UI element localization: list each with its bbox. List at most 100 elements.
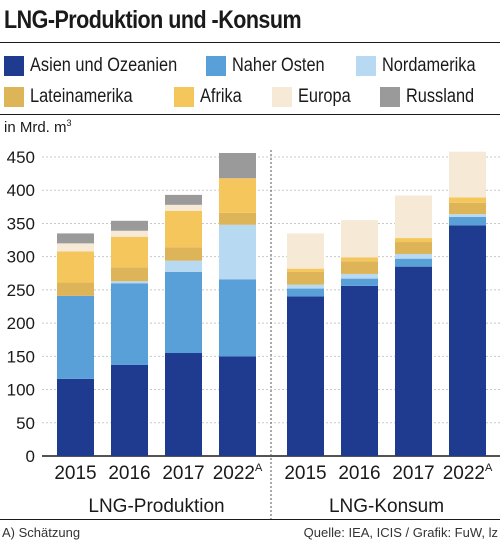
y-tick-label-300: 300 [7,248,35,267]
legend-swatch-russland [380,87,400,107]
y-tick-label-350: 350 [7,214,35,233]
legend-item-russland: Russland [380,84,485,110]
y-tick-label-150: 150 [7,347,35,366]
bar-g1-2016-s3 [341,261,378,274]
group-label-0: LNG-Produktion [88,496,224,517]
bar-g1-2016-s2 [341,273,378,279]
bar-g1-2017-s2 [395,254,432,259]
legend-item-afrika: Afrika [174,84,249,110]
bar-g1-2016-s5 [341,220,378,258]
y-tick-label-200: 200 [7,314,35,333]
chart-title: LNG-Produktion und -Konsum [4,6,302,34]
bar-g1-2017-s0 [395,266,432,456]
x-tick-sup-g1-3: A [485,462,493,474]
legend-item-nordamerika: Nordamerika [356,53,491,79]
bar-g0-2016-s3 [111,267,148,282]
x-tick-label-g1-0: 2015 [284,463,326,484]
title-rule [0,42,500,43]
bar-g0-2022-s1 [219,279,256,357]
bar-g1-2016-s1 [341,278,378,286]
bar-g0-2022-s6 [219,153,256,179]
bar-g1-2017-s4 [395,238,432,243]
legend-label-asien: Asien und Ozeanien [30,55,178,76]
bar-g0-2015-s5 [57,243,94,252]
legend-swatch-nordamerika [356,56,376,76]
x-tick-sup-g0-3: A [255,462,263,474]
x-tick-label-g0-0: 2015 [54,463,96,484]
bar-g1-2022-s2 [449,214,486,217]
bar-g0-2017-s0 [165,353,202,456]
bar-g0-2016-s2 [111,281,148,284]
legend-label-europa: Europa [298,86,351,107]
bar-g1-2015-s0 [287,296,324,456]
bar-g1-2015-s1 [287,288,324,297]
y-tick-label-450: 450 [7,148,35,167]
bar-g0-2022-s0 [219,356,256,456]
legend-item-naher-osten: Naher Osten [206,53,340,79]
bar-g0-2017-s3 [165,247,202,261]
unit-label-sup: 3 [66,118,72,128]
bar-g1-2022-s3 [449,202,486,215]
legend-label-lateinamerika: Lateinamerika [30,86,133,107]
bar-g1-2016-s0 [341,285,378,456]
bar-g0-2017-s2 [165,260,202,272]
bar-g1-2015-s4 [287,268,324,272]
y-tick-label-50: 50 [16,414,35,433]
legend-label-russland: Russland [406,86,475,107]
footnote: A) Schätzung [2,525,81,540]
legend-rule [0,114,500,115]
bar-g1-2022-s5 [449,151,486,198]
bar-g0-2022-s2 [219,224,256,280]
bar-g1-2017-s1 [395,258,432,267]
x-tick-label-g1-3: 2022A [443,462,493,484]
bar-g1-2015-s5 [287,233,324,269]
legend-item-asien: Asien und Ozeanien [4,53,201,79]
source-credit: Quelle: IEA, ICIS / Grafik: FuW, lz [303,525,498,540]
bar-g1-2017-s5 [395,195,432,239]
bar-g0-2016-s4 [111,236,148,268]
unit-label-text: in Mrd. m [4,119,67,136]
legend-label-afrika: Afrika [200,86,242,107]
x-tick-label-g0-1: 2016 [108,463,150,484]
y-tick-label-100: 100 [7,381,35,400]
x-tick-label-g1-1: 2016 [338,463,380,484]
legend-swatch-afrika [174,87,194,107]
bar-g1-2022-s0 [449,225,486,456]
bar-g0-2016-s1 [111,283,148,365]
bar-g0-2022-s4 [219,178,256,213]
bar-g1-2016-s4 [341,257,378,262]
bar-g0-2017-s5 [165,204,202,211]
legend-swatch-lateinamerika [4,87,24,107]
x-tick-label-g0-2: 2017 [162,463,204,484]
group-label-1: LNG-Konsum [329,496,444,517]
bar-g0-2017-s1 [165,271,202,354]
unit-label: in Mrd. m3 [4,118,72,136]
legend-swatch-europa [272,87,292,107]
legend-item-lateinamerika: Lateinamerika [4,84,149,110]
bar-g0-2016-s5 [111,230,148,237]
legend-item-europa: Europa [272,84,359,110]
legend-label-naher-osten: Naher Osten [232,55,325,76]
bar-g0-2015-s3 [57,282,94,296]
bar-g1-2022-s1 [449,216,486,226]
bar-g0-2016-s6 [111,220,148,231]
legend-label-nordamerika: Nordamerika [382,55,476,76]
x-tick-label-g0-3: 2022A [213,462,263,484]
legend-swatch-asien [4,56,24,76]
bar-g0-2015-s4 [57,251,94,283]
footer-rule [0,519,500,520]
bar-g1-2022-s4 [449,197,486,203]
y-tick-label-250: 250 [7,281,35,300]
bar-g1-2015-s2 [287,284,324,289]
bar-g0-2017-s6 [165,194,202,205]
bar-g0-2015-s6 [57,233,94,244]
x-tick-label-g1-2: 2017 [392,463,434,484]
y-tick-label-400: 400 [7,181,35,200]
bar-g0-2015-s0 [57,378,94,456]
bar-g0-2015-s1 [57,295,94,379]
legend-swatch-naher-osten [206,56,226,76]
legend: Asien und Ozeanien Naher Osten Nordameri… [0,50,500,120]
bar-g1-2017-s3 [395,242,432,255]
bar-g0-2022-s3 [219,212,256,225]
